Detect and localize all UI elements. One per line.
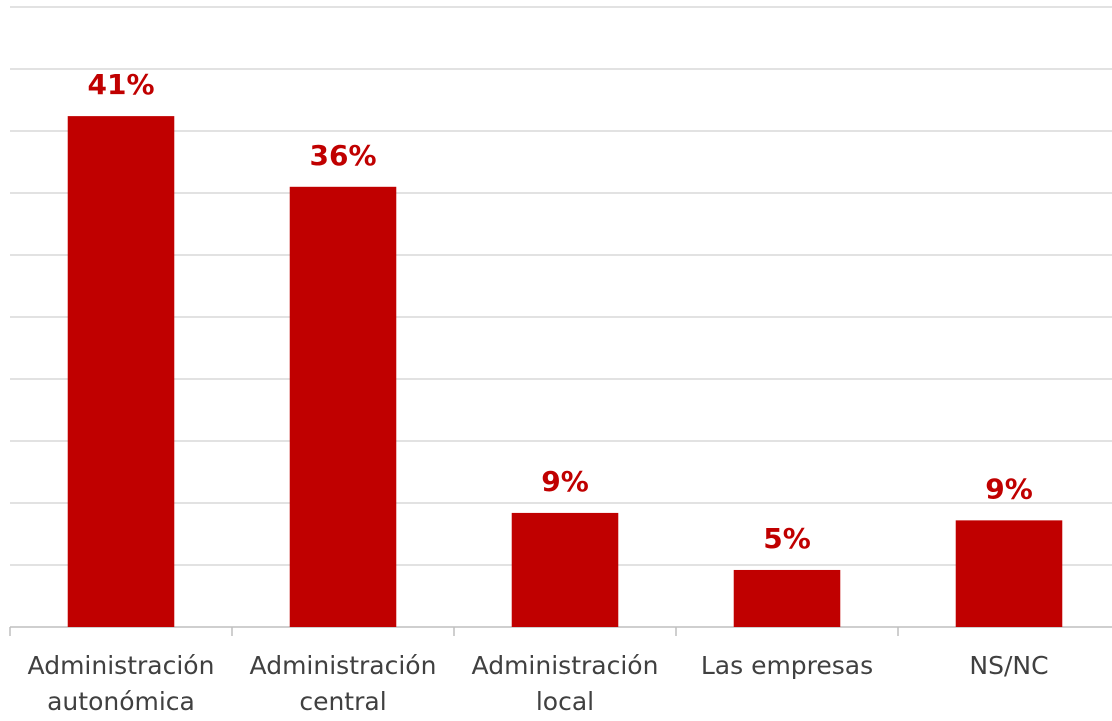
data-label: 9%	[541, 465, 589, 498]
x-tick-label: Las empresas	[700, 651, 874, 680]
x-tick-label: NS/NC	[969, 651, 1049, 680]
bar	[955, 520, 1063, 627]
x-tick-label: Administración autonómica	[27, 651, 215, 716]
x-tick-label: Administración local	[471, 651, 659, 716]
x-tick-label: Administración central	[249, 651, 437, 716]
data-label: 5%	[763, 522, 811, 555]
bar	[511, 512, 619, 627]
data-label: 36%	[309, 139, 376, 172]
bar	[289, 186, 397, 628]
data-label: 9%	[985, 472, 1033, 505]
bar	[733, 569, 841, 627]
data-label: 41%	[87, 68, 154, 101]
bar	[67, 116, 175, 628]
